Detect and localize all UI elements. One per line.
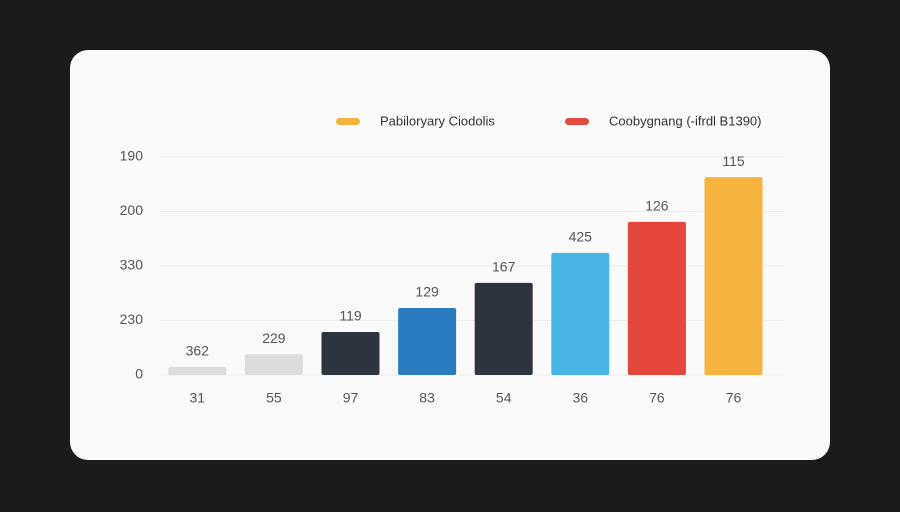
x-tick-label: 54 [496, 390, 512, 406]
chart-card [70, 50, 830, 460]
bar [627, 221, 686, 375]
bar-annotation: 362 [186, 343, 210, 359]
x-tick-label: 55 [266, 390, 282, 406]
y-tick-label: 190 [120, 148, 144, 164]
bar-annotation: 115 [722, 153, 745, 169]
y-tick-label: 330 [120, 257, 144, 273]
x-tick-label: 83 [419, 390, 435, 406]
y-tick-label: 200 [120, 202, 144, 218]
bar-annotation: 425 [569, 229, 593, 245]
y-tick-label: 230 [120, 311, 144, 327]
bar-annotation: 126 [645, 198, 669, 214]
bar [321, 331, 380, 375]
x-tick-label: 31 [190, 390, 206, 406]
bar-annotation: 167 [492, 259, 516, 275]
bar [474, 282, 533, 375]
x-tick-label: 97 [343, 390, 359, 406]
bar [168, 366, 227, 375]
legend-swatch [565, 118, 589, 125]
bar [704, 177, 763, 375]
legend-swatch [336, 118, 360, 125]
bar-annotation: 119 [339, 308, 362, 324]
legend-label: Coobygnang (-ifrdl B1390) [609, 113, 761, 128]
y-tick-label: 0 [135, 366, 143, 382]
x-tick-label: 36 [573, 390, 589, 406]
legend-label: Pabiloryary Ciodolis [380, 113, 495, 128]
bar-annotation: 129 [415, 284, 439, 300]
bar [551, 252, 610, 375]
bar-annotation: 229 [262, 330, 286, 346]
bar [398, 307, 457, 375]
x-tick-label: 76 [649, 390, 665, 406]
bar [244, 354, 303, 375]
x-tick-label: 76 [726, 390, 742, 406]
